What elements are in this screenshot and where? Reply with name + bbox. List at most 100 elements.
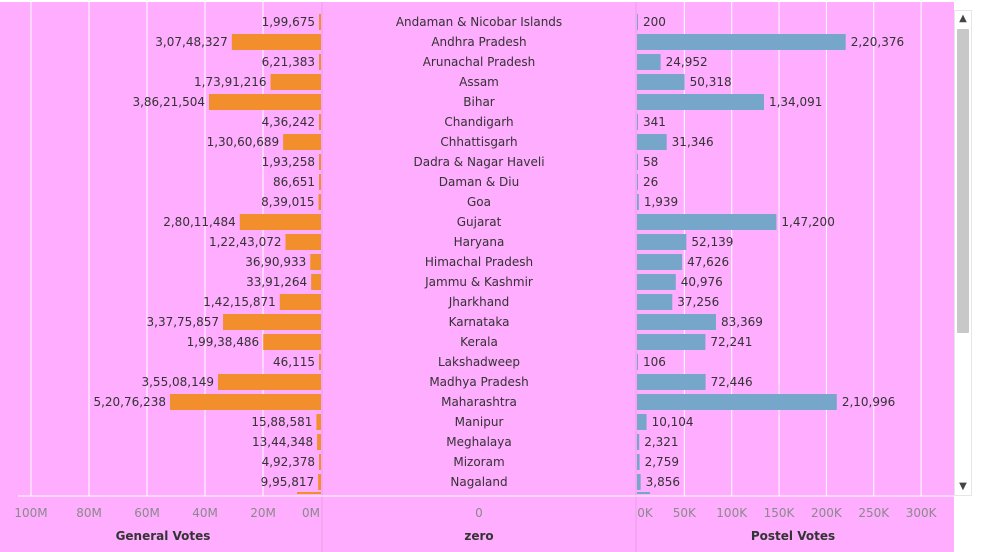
general-votes-bar [231, 34, 321, 50]
general-votes-bar [319, 14, 321, 30]
general-votes-bar [283, 134, 321, 150]
state-name: Jammu & Kashmir [424, 275, 533, 289]
general-votes-bar [319, 114, 321, 130]
general-axis-tick: 0M [302, 506, 320, 520]
general-votes-label: 6,21,383 [262, 55, 315, 69]
general-votes-label: 8,39,015 [261, 195, 314, 209]
state-name: Nagaland [450, 475, 507, 489]
general-votes-bar [318, 194, 321, 210]
general-votes-label: 33,91,264 [246, 275, 307, 289]
general-votes-bar [223, 314, 321, 330]
general-votes-label: 1,99,675 [262, 15, 315, 29]
state-name: Manipur [455, 415, 504, 429]
state-name: Karnataka [449, 315, 510, 329]
postal-votes-label: 37,256 [677, 295, 719, 309]
postal-votes-bar [637, 254, 683, 270]
general-votes-label: 1,22,43,072 [209, 235, 282, 249]
postal-votes-label: 1,939 [644, 195, 678, 209]
postal-votes-label: 106 [643, 355, 666, 369]
state-name: Gujarat [457, 215, 502, 229]
state-name: Assam [459, 75, 499, 89]
vertical-scrollbar[interactable]: ▲ ▼ [954, 10, 972, 496]
postal-votes-bar [637, 234, 687, 250]
general-votes-label: 86,651 [273, 175, 315, 189]
postal-axis-tick: 300K [906, 506, 938, 520]
general-votes-label: 46,115 [273, 355, 315, 369]
postal-votes-label: 58 [643, 155, 658, 169]
postal-votes-label: 26 [643, 175, 658, 189]
postal-votes-label: 83,369 [721, 315, 763, 329]
postal-axis-tick: 0K [637, 506, 654, 520]
state-name: Arunachal Pradesh [423, 55, 536, 69]
postal-votes-bar [637, 114, 638, 130]
postal-axis-title: Postel Votes [751, 529, 835, 543]
scroll-down-icon[interactable]: ▼ [959, 481, 967, 492]
general-votes-bar [263, 334, 321, 350]
general-votes-label: 1,99,38,486 [187, 335, 260, 349]
postal-votes-bar [637, 54, 661, 70]
postal-votes-label: 50,318 [690, 75, 732, 89]
general-votes-label: 3,55,08,149 [141, 375, 214, 389]
general-axis-tick: 60M [134, 506, 160, 520]
general-votes-label: 1,42,15,871 [203, 295, 276, 309]
state-name: Daman & Diu [439, 175, 519, 189]
postal-votes-label: 72,241 [710, 335, 752, 349]
general-votes-label: 4,36,242 [262, 115, 315, 129]
state-name: Maharashtra [441, 395, 517, 409]
general-votes-label: 3,07,48,327 [155, 35, 228, 49]
scroll-up-icon[interactable]: ▲ [959, 13, 967, 24]
postal-votes-bar-clipped [637, 492, 650, 494]
state-name: Kerala [460, 335, 498, 349]
state-name: Bihar [463, 95, 495, 109]
general-votes-label: 5,20,76,238 [93, 395, 166, 409]
postal-votes-bar [637, 394, 837, 410]
general-votes-bar [319, 54, 321, 70]
zero-axis-title: zero [464, 529, 493, 543]
postal-votes-bar [637, 274, 676, 290]
postal-votes-label: 2,10,996 [842, 395, 895, 409]
state-name: Jharkhand [448, 295, 510, 309]
general-votes-bar [319, 154, 321, 170]
postal-votes-label: 1,34,091 [769, 95, 822, 109]
postal-votes-bar [637, 214, 777, 230]
postal-votes-label: 1,47,200 [781, 215, 834, 229]
general-votes-bar [169, 394, 321, 410]
general-votes-bar [208, 94, 321, 110]
postal-axis-tick: 150K [764, 506, 796, 520]
postal-votes-bar [637, 34, 846, 50]
postal-votes-label: 52,139 [691, 235, 733, 249]
general-axis-tick: 100M [14, 506, 47, 520]
state-name: Chandigarh [444, 115, 513, 129]
postal-votes-bar [637, 374, 706, 390]
general-votes-label: 15,88,581 [251, 415, 312, 429]
postal-axis-tick: 50K [673, 506, 697, 520]
postal-votes-label: 2,20,376 [851, 35, 904, 49]
general-votes-bar [310, 254, 321, 270]
postal-votes-label: 3,856 [646, 475, 680, 489]
state-name: Haryana [454, 235, 505, 249]
zero-axis-tick: 0 [475, 506, 483, 520]
postal-votes-label: 40,976 [681, 275, 723, 289]
general-votes-bar [318, 474, 321, 490]
scroll-thumb[interactable] [957, 29, 969, 333]
postal-votes-bar [637, 14, 638, 30]
postal-votes-label: 72,446 [711, 375, 753, 389]
postal-votes-bar [637, 94, 764, 110]
state-name: Andhra Pradesh [431, 35, 526, 49]
postal-votes-bar [637, 294, 673, 310]
general-votes-bar [279, 294, 321, 310]
postal-votes-label: 2,321 [644, 435, 678, 449]
postal-votes-bar [637, 434, 640, 450]
postal-votes-label: 10,104 [652, 415, 694, 429]
general-votes-label: 1,30,60,689 [207, 135, 280, 149]
general-votes-bar [317, 434, 321, 450]
general-votes-bar [319, 454, 321, 470]
postal-votes-bar [637, 454, 640, 470]
general-votes-label: 9,95,817 [261, 475, 314, 489]
general-votes-bar [316, 414, 321, 430]
general-votes-bar [239, 214, 321, 230]
state-name: Chhattisgarh [440, 135, 517, 149]
postal-votes-bar [637, 154, 638, 170]
general-votes-bar [270, 74, 321, 90]
